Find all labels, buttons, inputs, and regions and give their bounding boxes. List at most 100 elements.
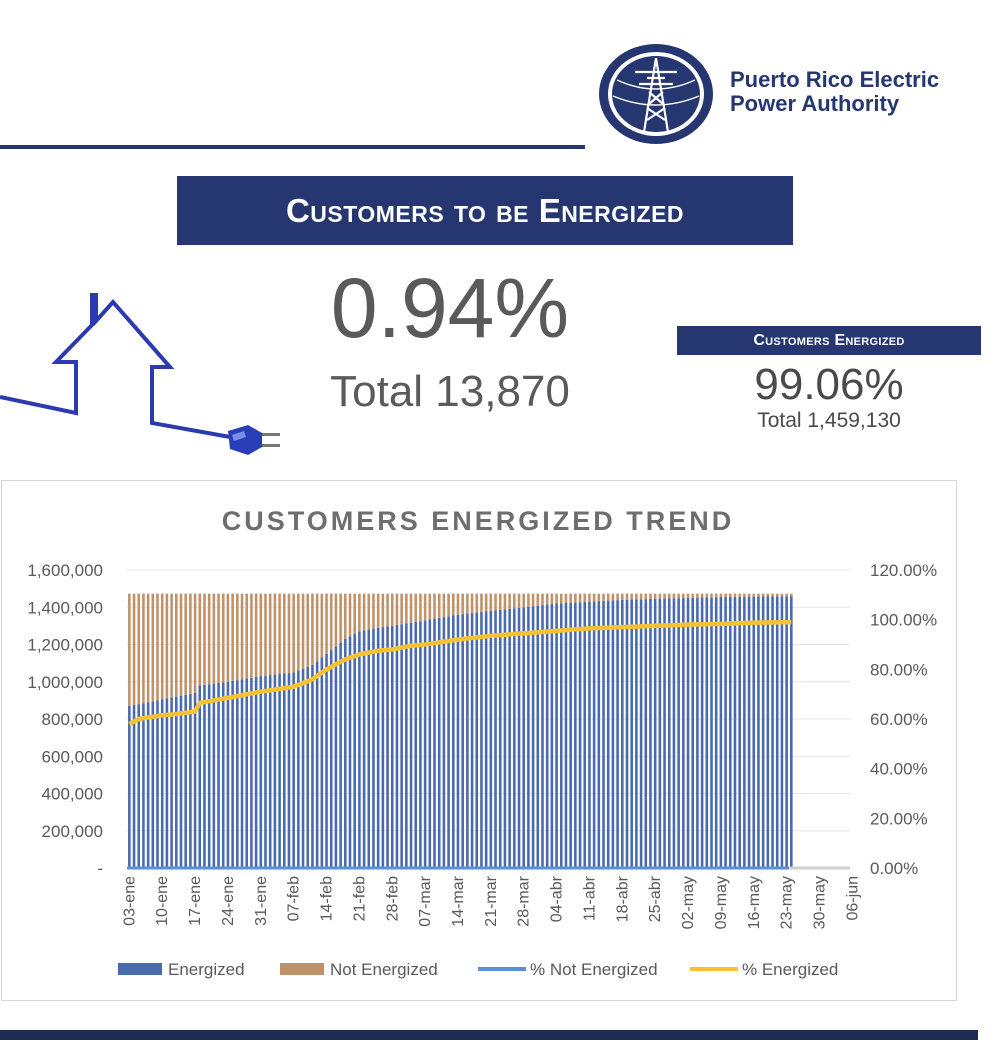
bar-not-energized	[151, 593, 155, 702]
bar-not-energized	[578, 593, 582, 603]
bar-energized	[517, 607, 521, 868]
bar-energized	[653, 598, 657, 868]
bar-not-energized	[494, 593, 497, 611]
bar-not-energized	[367, 593, 371, 630]
bar-energized	[156, 700, 159, 868]
bar-not-energized	[545, 593, 549, 605]
bar-energized	[184, 694, 187, 868]
bar-not-energized	[592, 593, 596, 602]
bar-not-energized	[207, 593, 211, 685]
bar-energized	[264, 675, 267, 868]
bar-energized	[574, 602, 577, 868]
bar-energized	[278, 674, 281, 868]
bar-energized	[606, 600, 610, 868]
bar-energized	[245, 678, 249, 868]
y2-tick-label: 0.00%	[870, 859, 918, 878]
legend-swatch	[280, 963, 324, 975]
bar-energized	[128, 705, 131, 868]
legend-swatch	[118, 963, 162, 975]
bar-energized	[738, 596, 741, 868]
bar-energized	[757, 596, 760, 868]
series-line-pct-energized	[128, 619, 792, 726]
bar-not-energized	[405, 593, 408, 624]
y-tick-label: 600,000	[42, 747, 103, 766]
bar-energized	[301, 668, 305, 868]
bar-energized	[705, 597, 709, 868]
bar-energized	[456, 614, 460, 868]
bar-energized	[151, 701, 155, 868]
x-tick-label: 17-ene	[187, 876, 204, 926]
x-tick-label: 24-ene	[220, 876, 237, 926]
bar-energized	[780, 596, 784, 868]
bar-energized	[635, 599, 638, 868]
bar-energized	[315, 661, 319, 868]
bar-energized	[381, 627, 385, 868]
bar-not-energized	[728, 593, 732, 597]
bar-not-energized	[306, 593, 310, 667]
bar-not-energized	[268, 593, 272, 676]
y-tick-label: 1,600,000	[27, 561, 103, 580]
bar-energized	[503, 609, 507, 868]
x-tick-label: 21-feb	[351, 876, 368, 921]
bar-energized	[207, 684, 211, 868]
bar-energized	[775, 596, 779, 868]
bar-not-energized	[766, 593, 770, 597]
bar-energized	[236, 680, 239, 868]
bar-energized	[447, 616, 450, 868]
legend-label: Not Energized	[330, 960, 438, 979]
bar-not-energized	[348, 593, 352, 637]
bar-energized	[189, 693, 192, 868]
bar-energized	[691, 597, 695, 868]
bar-not-energized	[536, 593, 540, 606]
bar-not-energized	[602, 593, 605, 601]
bar-not-energized	[752, 593, 756, 597]
bar-energized	[555, 603, 558, 868]
bar-not-energized	[311, 593, 314, 665]
bar-energized	[498, 609, 502, 868]
bar-not-energized	[513, 593, 516, 609]
bar-not-energized	[254, 593, 258, 677]
bar-energized	[710, 597, 713, 868]
bar-not-energized	[522, 593, 526, 608]
bar-not-energized	[137, 593, 141, 705]
bar-not-energized	[621, 593, 624, 600]
bar-not-energized	[189, 593, 192, 694]
bar-not-energized	[128, 593, 131, 706]
bar-energized	[728, 596, 732, 868]
bar-not-energized	[165, 593, 169, 699]
bar-energized	[400, 624, 403, 868]
bar-not-energized	[362, 593, 366, 631]
bar-energized	[550, 604, 554, 868]
bar-energized	[306, 666, 310, 868]
bar-not-energized	[630, 593, 633, 600]
bar-not-energized	[386, 593, 389, 627]
bar-energized	[325, 653, 328, 868]
bar-energized	[268, 675, 272, 868]
bar-energized	[569, 602, 572, 868]
bar-energized	[588, 601, 591, 868]
bar-energized	[771, 596, 774, 868]
bar-energized	[376, 627, 380, 868]
bar-not-energized	[376, 593, 380, 628]
x-tick-label: 14-mar	[450, 875, 467, 926]
y-tick-label: 1,400,000	[27, 598, 103, 617]
energized-percent: 99.06%	[754, 360, 904, 409]
bar-energized	[733, 596, 737, 868]
bar-energized	[358, 631, 361, 868]
x-tick-label: 14-feb	[319, 876, 336, 921]
bar-energized	[667, 598, 671, 868]
bar-energized	[766, 596, 770, 868]
bar-not-energized	[649, 593, 652, 600]
bar-not-energized	[705, 593, 709, 598]
bar-not-energized	[480, 593, 483, 613]
bar-not-energized	[527, 593, 530, 607]
bar-energized	[714, 597, 718, 868]
bar-energized	[724, 596, 727, 868]
bar-not-energized	[686, 593, 690, 598]
bar-not-energized	[747, 593, 751, 597]
bar-not-energized	[433, 593, 436, 619]
bar-energized	[785, 596, 788, 868]
bar-not-energized	[447, 593, 450, 617]
bar-energized	[677, 598, 680, 868]
bar-not-energized	[611, 593, 615, 601]
